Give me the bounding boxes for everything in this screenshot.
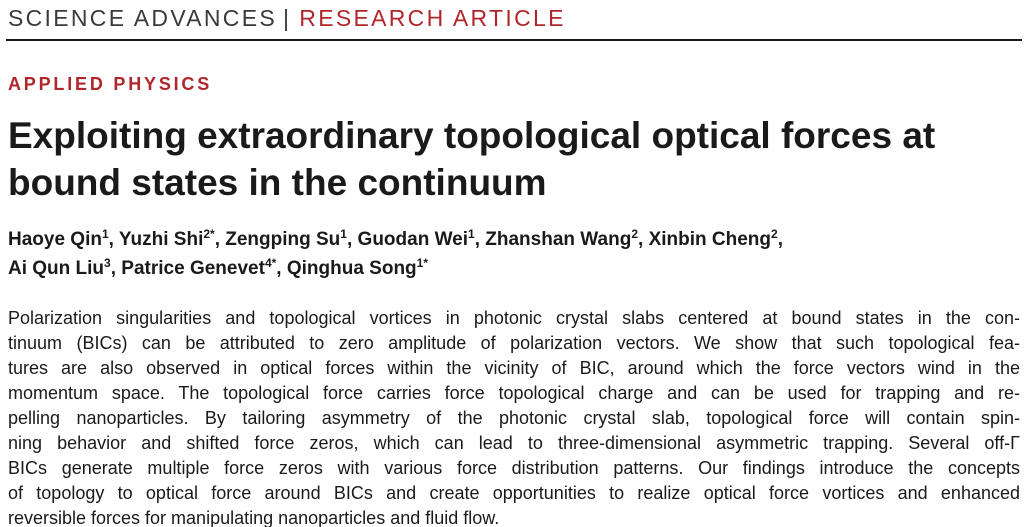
author: Yuzhi Shi2* [118,227,215,250]
author-name: Yuzhi Shi [118,229,204,250]
author: Ai Qun Liu3 [8,256,111,279]
abstract-line: pelling nanoparticles. By tailoring asym… [8,408,1020,428]
header-separator: | [283,5,292,31]
title-line: bound states in the continuum [8,162,547,203]
author-affiliation: 1* [416,256,429,270]
abstract-line: BICs generate multiple force zeros with … [8,458,1020,478]
journal-name: SCIENCE ADVANCES [8,5,277,31]
author-name: Ai Qun Liu [8,258,105,279]
abstract-line: reversible forces for manipulating nanop… [8,508,500,527]
author-name: Haoye Qin [8,229,102,250]
author-name: Zengping Su [225,229,341,250]
author-line: Haoye Qin1, Yuzhi Shi2*, Zengping Su1, G… [8,227,783,250]
author-name: Xinbin Cheng [648,229,771,250]
abstract-line: of topology to optical force around BICs… [8,483,1020,503]
author-affiliation: 3 [104,256,111,270]
abstract: Polarization singularities and topologic… [8,306,1020,527]
author-name: Patrice Genevet [121,258,265,279]
author: Zhanshan Wang2 [485,227,638,250]
author-affiliation: 1 [340,227,347,241]
author-affiliation: 1 [468,227,475,241]
author: Xinbin Cheng2 [648,227,778,250]
author: Patrice Genevet4* [121,256,277,279]
author-line: Ai Qun Liu3, Patrice Genevet4*, Qinghua … [8,256,429,279]
journal-header: SCIENCE ADVANCES | RESEARCH ARTICLE [8,4,566,32]
header-rule [6,39,1022,41]
abstract-line: tures are also observed in optical force… [8,358,1020,378]
abstract-line: ning behavior and shifted force zeros, w… [8,433,1020,453]
author-name: Qinghua Song [286,258,417,279]
author-affiliation: 1 [101,227,109,241]
abstract-line: Polarization singularities and topologic… [8,308,1020,328]
author: Guodan Wei1 [357,227,475,250]
author: Qinghua Song1* [286,256,429,279]
author-affiliation: 2 [631,227,638,241]
author-name: Guodan Wei [357,229,469,250]
author: Haoye Qin1 [8,227,109,250]
title-line: Exploiting extraordinary topological opt… [8,115,936,156]
section-label: APPLIED PHYSICS [8,74,213,94]
author-list: Haoye Qin1, Yuzhi Shi2*, Zengping Su1, G… [8,225,1018,283]
article-type: RESEARCH ARTICLE [299,5,566,31]
author-affiliation: 4* [264,256,277,270]
abstract-line: tinuum (BICs) can be attributed to zero … [8,333,1020,353]
article-title: Exploiting extraordinary topological opt… [8,112,1018,206]
author-affiliation: 2* [203,227,215,241]
author-affiliation: 2 [771,227,778,241]
abstract-line: momentum space. The topological force ca… [8,383,1020,403]
author-name: Zhanshan Wang [485,229,632,250]
author: Zengping Su1 [225,227,347,250]
